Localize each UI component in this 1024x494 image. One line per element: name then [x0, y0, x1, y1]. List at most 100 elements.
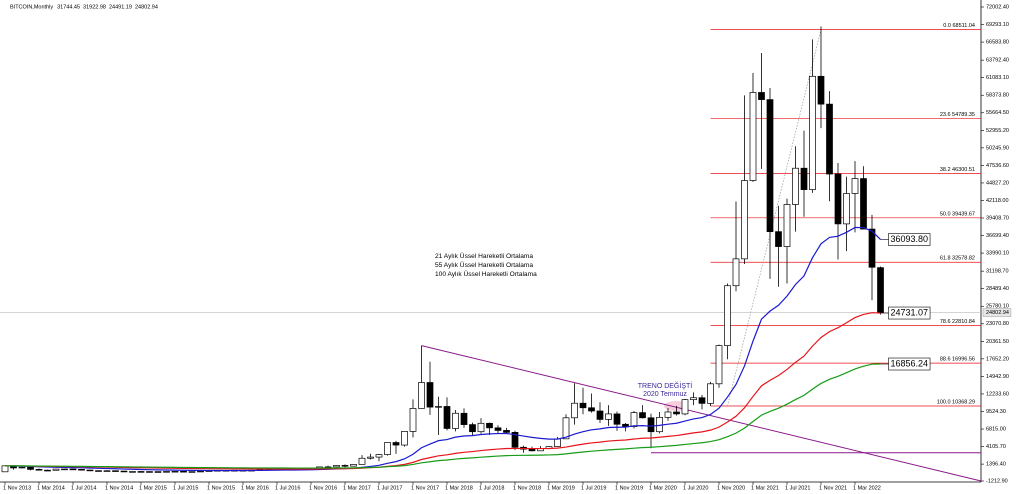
y-tick-label: 33990.10: [986, 251, 1009, 257]
candle-body: [146, 471, 153, 473]
y-tick-label: 66583.80: [986, 40, 1009, 46]
candle-body: [843, 193, 850, 225]
price-marker: 24802.94: [986, 310, 1009, 316]
candle-body: [511, 432, 519, 448]
y-tick-label: 12233.60: [986, 391, 1009, 397]
candle-body: [163, 471, 170, 473]
candle-body: [69, 468, 77, 471]
y-tick-label: 31198.70: [986, 269, 1009, 275]
trend-line: [421, 345, 982, 482]
candle-body: [809, 75, 816, 190]
candle-body: [86, 469, 94, 472]
candle-body: [494, 427, 502, 431]
candle-body: [469, 424, 476, 433]
x-tick-label: 1 Jul 2015: [173, 485, 198, 491]
candle-body: [817, 75, 825, 105]
candle-body: [775, 231, 782, 247]
x-tick-label: 1 Nov 2020: [717, 485, 745, 491]
candle-body: [758, 92, 765, 100]
candle-body: [783, 204, 791, 247]
candle-body: [435, 406, 442, 408]
x-tick-label: 1 Jul 2018: [479, 485, 504, 491]
candle-body: [877, 267, 884, 313]
candle-body: [401, 431, 408, 446]
x-tick-label: 1 Jul 2021: [785, 485, 810, 491]
candle-body: [749, 92, 757, 181]
candle-body: [605, 413, 612, 420]
candle-body: [367, 456, 374, 459]
candle-body: [197, 470, 204, 473]
x-tick-label: 1 Nov 2017: [411, 485, 439, 491]
annotation: TRENO DEĞİŞTİ: [638, 381, 693, 390]
y-tick-label: 28489.40: [986, 286, 1009, 292]
candle-body: [647, 417, 655, 433]
candle-body: [27, 466, 34, 470]
y-tick-label: 52955.20: [986, 128, 1009, 134]
candle-body: [690, 397, 697, 401]
x-tick-label: 1 Mar 2019: [547, 485, 575, 491]
candle-body: [622, 423, 629, 427]
candle-body: [562, 417, 570, 440]
candle-body: [792, 167, 799, 205]
y-tick-label: 23070.80: [986, 321, 1009, 327]
candle-body: [137, 471, 145, 473]
ema-end-label: 16856.24: [891, 358, 929, 368]
y-tick-label: -1212.90: [986, 478, 1008, 484]
candle-body: [571, 402, 578, 419]
y-tick-label: 39408.70: [986, 215, 1009, 221]
legend-entry: 21 Aylık Üssel Hareketli Ortalama: [435, 252, 533, 260]
candle-body: [44, 469, 51, 472]
y-tick-label: 55664.50: [986, 110, 1009, 116]
candle-body: [698, 397, 706, 404]
fib-label: 100.0 10368.29: [937, 399, 975, 405]
y-tick-label: 47536.60: [986, 163, 1009, 169]
candle-body: [868, 228, 876, 268]
candle-body: [800, 167, 808, 190]
candle-body: [588, 407, 595, 412]
x-tick-label: 1 Nov 2013: [3, 485, 31, 491]
x-tick-label: 1 Mar 2021: [751, 485, 779, 491]
candle-body: [851, 178, 859, 194]
y-tick-label: 72002.40: [986, 4, 1009, 10]
y-tick-label: 50245.90: [986, 145, 1009, 151]
candle-body: [528, 448, 536, 452]
candle-body: [477, 422, 485, 433]
candle-body: [112, 470, 119, 472]
header: BITCOIN,Monthly: [10, 4, 53, 10]
ema-end-label: 36093.80: [891, 234, 929, 244]
x-tick-label: 1 Mar 2018: [445, 485, 473, 491]
y-tick-label: 44827.20: [986, 180, 1009, 186]
candle-body: [766, 99, 774, 233]
x-tick-label: 1 Mar 2017: [343, 485, 371, 491]
candle-body: [732, 258, 740, 287]
y-tick-label: 4105.70: [986, 444, 1006, 450]
y-tick-label: 9524.30: [986, 409, 1006, 415]
fib-label: 38.2 46300.51: [940, 167, 975, 173]
x-tick-label: 1 Nov 2019: [615, 485, 643, 491]
candle-body: [460, 412, 468, 425]
x-tick-label: 1 Nov 2016: [309, 485, 337, 491]
candle-body: [503, 430, 510, 433]
y-tick-label: 61083.10: [986, 75, 1009, 81]
candle-body: [180, 470, 187, 473]
candle-body: [443, 406, 451, 429]
header-value: 24491.19: [109, 4, 132, 10]
x-tick-label: 1 Mar 2015: [139, 485, 167, 491]
candle-body: [681, 399, 689, 415]
candle-body: [486, 422, 493, 429]
candle-body: [707, 383, 714, 404]
candle-body: [1, 465, 9, 473]
y-tick-label: 58373.80: [986, 93, 1009, 99]
header-value: 24802.94: [135, 4, 158, 10]
candle-body: [129, 471, 136, 473]
y-tick-label: 6815.00: [986, 426, 1006, 432]
candle-body: [384, 442, 391, 455]
fib-label: 88.6 16996.56: [940, 357, 975, 363]
y-tick-label: 20361.50: [986, 339, 1009, 345]
candle-body: [579, 402, 587, 409]
candle-body: [18, 466, 26, 469]
fib-label: 78.6 22810.84: [940, 319, 975, 325]
annotation: 2020 Temmuz: [643, 391, 687, 398]
